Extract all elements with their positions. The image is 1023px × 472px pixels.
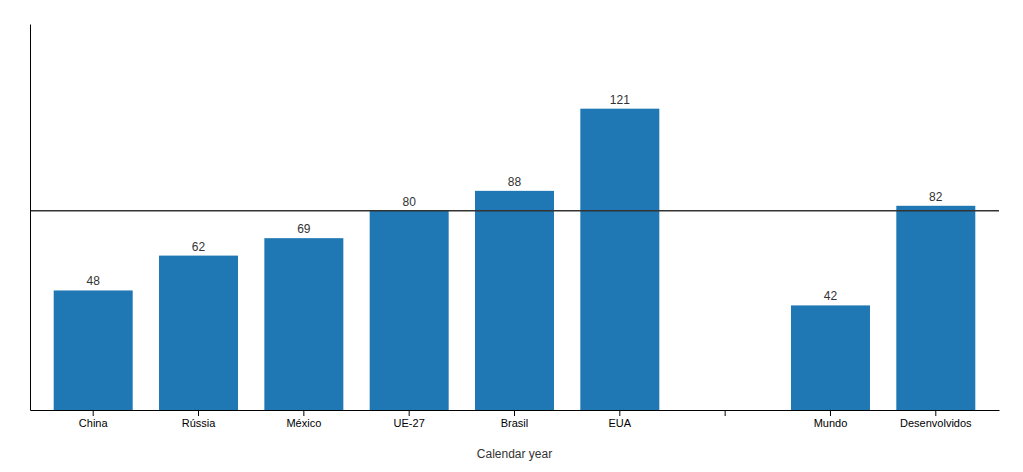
x-tick-label: Rússia [182,417,217,429]
data-label: 88 [508,175,522,189]
data-label: 69 [297,222,311,236]
y-axis [30,25,31,411]
x-tick-mark [303,410,304,416]
x-tick-label: China [79,417,109,429]
chart-container: 48 62 69 80 88 121 42 82 China Rússia México UE-27 B… [0,0,1023,472]
bar [580,109,659,410]
plot-area: 48 62 69 80 88 121 42 82 China Rússia México UE-27 B… [30,25,1000,429]
x-tick-label: Brasil [501,417,529,429]
x-tick: UE-27 [394,410,425,429]
x-tick-label: UE-27 [394,417,425,429]
x-axis-title: Calendar year [477,447,552,461]
x-tick: Brasil [501,410,529,429]
reference-line [30,210,999,212]
x-tick: México [286,410,321,429]
x-tick [725,410,726,416]
marks [30,109,999,410]
bar [475,191,554,410]
x-tick-label: Desenvolvidos [900,417,972,429]
x-tick-mark [514,410,515,416]
bar [370,211,449,410]
bar [264,238,343,410]
chart-svg: 48 62 69 80 88 121 42 82 China Rússia México UE-27 B… [0,0,1023,472]
bar [896,206,975,410]
bar [54,290,133,410]
data-label: 62 [192,240,206,254]
x-tick-mark [198,410,199,416]
bar [791,305,870,410]
x-tick: China [79,410,109,429]
data-label: 42 [824,289,838,303]
data-labels: 48 62 69 80 88 121 42 82 [87,93,943,304]
data-label: 82 [929,190,943,204]
x-tick: Rússia [182,410,217,429]
x-tick-mark [619,410,620,416]
bar [159,256,238,410]
x-tick-mark [409,410,410,416]
x-tick-mark [830,410,831,416]
x-tick-mark [935,410,936,416]
x-tick: Mundo [814,410,848,429]
x-tick-label: México [286,417,321,429]
x-tick-label: Mundo [814,417,848,429]
x-tick-mark [725,410,726,416]
data-label: 121 [610,93,630,107]
x-tick: Desenvolvidos [900,410,972,429]
x-tick: EUA [609,410,632,429]
x-axis: China Rússia México UE-27 Brasil EUA Mundo Dese… [31,410,1000,429]
x-tick-mark [93,410,94,416]
data-label: 48 [87,274,101,288]
data-label: 80 [402,195,416,209]
x-tick-label: EUA [609,417,632,429]
y-axis-line [30,25,31,411]
